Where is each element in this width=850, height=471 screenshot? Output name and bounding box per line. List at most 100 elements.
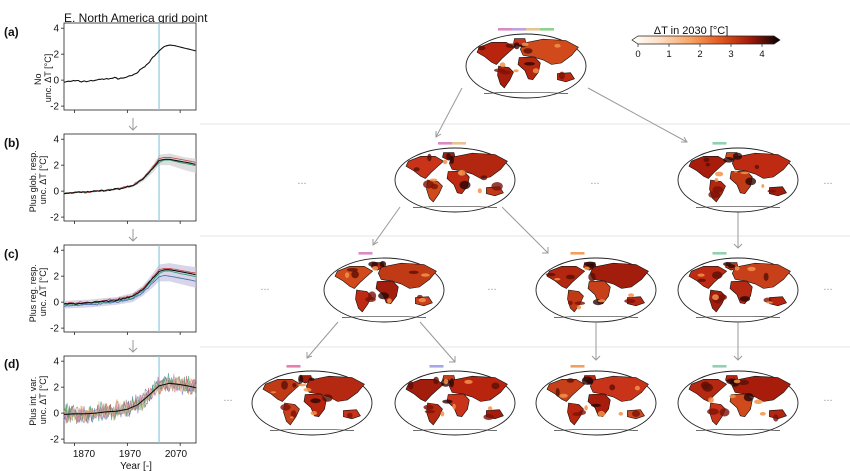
colorbar-tick-label: 4: [759, 49, 764, 60]
panel-tag-c: (c): [4, 247, 19, 261]
hotspot: [491, 382, 500, 390]
hotspot: [378, 292, 389, 300]
warm-patch: [759, 412, 766, 416]
africa-shape: [303, 393, 327, 418]
ellipsis: ...: [590, 175, 599, 187]
hotspot: [424, 410, 436, 414]
africa-shape: [446, 393, 470, 418]
hotspot: [723, 157, 735, 163]
series-line: [63, 44, 196, 83]
panel-tag-b: (b): [4, 136, 19, 150]
xtick-label-2070: 2070: [165, 449, 188, 460]
ensemble-bar: [712, 365, 727, 368]
ellipsis: ...: [223, 392, 232, 404]
hotspot: [513, 42, 520, 50]
warm-patch: [715, 171, 724, 177]
warm-patch: [345, 272, 350, 278]
warm-patch: [421, 273, 430, 277]
hotspot: [739, 296, 751, 302]
north-america-shape: [476, 41, 516, 65]
world-map: [535, 252, 657, 323]
hotspot: [566, 378, 575, 383]
hotspot: [290, 410, 297, 418]
colorbar-tick-label: 3: [728, 49, 733, 60]
hotspot: [574, 301, 586, 306]
antarctica-coast: [483, 91, 569, 94]
figure-title: E. North America grid point: [64, 11, 208, 25]
warm-patch: [513, 69, 519, 73]
ellipsis: ...: [297, 175, 306, 187]
line-panel-c: -2 0 2 4: [50, 244, 197, 335]
hotspot: [408, 380, 414, 390]
europe-asia-shape: [589, 375, 649, 402]
series-line: [64, 158, 196, 195]
north-america-shape: [688, 156, 728, 179]
ylabel-a-line2: unc. ΔT [°C]: [43, 54, 53, 102]
world-map: [394, 142, 516, 213]
ylabel-c-line1: Plus reg. resp.: [28, 264, 38, 322]
world-map: [323, 252, 445, 323]
panel-tag-a: (a): [4, 25, 19, 39]
panel-tag-d: (d): [4, 357, 19, 371]
hotspot: [322, 394, 333, 402]
warm-patch: [761, 184, 765, 188]
ellipsis: ...: [487, 281, 496, 293]
hotspot: [707, 408, 719, 415]
warm-patch: [440, 411, 445, 417]
africa-shape: [517, 56, 541, 81]
hotspot: [705, 162, 711, 167]
hotspot: [565, 274, 575, 280]
hotspot: [351, 270, 359, 279]
antarctica-coast: [412, 205, 498, 208]
ensemble-bar: [570, 252, 585, 255]
warm-patch: [734, 266, 740, 271]
ylabel-d-line2: unc. ΔT [°C]: [38, 376, 48, 424]
hotspot: [478, 45, 486, 51]
warm-patch: [628, 293, 635, 298]
warm-patch: [597, 299, 606, 303]
hotspot: [500, 70, 511, 75]
colorbar-ramp: [631, 35, 781, 45]
warm-patch: [499, 62, 506, 68]
warm-patch: [618, 411, 624, 416]
ytick-label: 4: [53, 357, 59, 368]
warm-patch: [559, 393, 568, 398]
hotspot: [737, 379, 750, 386]
hotspot: [763, 272, 769, 281]
hotspot: [745, 177, 757, 186]
warm-patch: [443, 378, 449, 385]
warm-patch: [697, 273, 705, 277]
colorbar-title: ΔT in 2030 [°C]: [654, 25, 729, 37]
ensemble-bar: [712, 142, 727, 145]
hotspot: [413, 167, 420, 172]
hotspot: [700, 381, 710, 390]
warm-patch: [457, 169, 466, 176]
colorbar-tick-label: 1: [666, 49, 671, 60]
hotspot: [711, 271, 723, 280]
hotspot: [591, 403, 601, 407]
axes-frame: [63, 355, 197, 444]
ytick-label: 0: [53, 298, 59, 309]
hotspot: [743, 393, 754, 402]
warm-patch: [521, 42, 529, 47]
hotspot: [292, 383, 297, 388]
hotspot: [310, 398, 321, 404]
warm-patch: [418, 297, 426, 303]
europe-asia-shape: [448, 375, 508, 402]
warm-patch: [734, 170, 738, 173]
hotspot: [523, 48, 533, 54]
mean-line: [63, 382, 197, 415]
hotspot: [632, 410, 640, 418]
warm-patch: [371, 266, 379, 271]
hotspot: [449, 155, 455, 164]
hotspot: [712, 186, 724, 193]
ylabel-a-line1: No: [33, 74, 43, 86]
ylabel-b-line1: Plus glob. resp.: [28, 150, 38, 212]
antarctica-coast: [695, 315, 781, 318]
ytick-label: 2: [53, 161, 59, 172]
ensemble-bar: [570, 365, 585, 368]
hotspot: [480, 175, 488, 181]
xtick-label-1870: 1870: [73, 449, 96, 460]
warm-patch: [290, 416, 294, 419]
